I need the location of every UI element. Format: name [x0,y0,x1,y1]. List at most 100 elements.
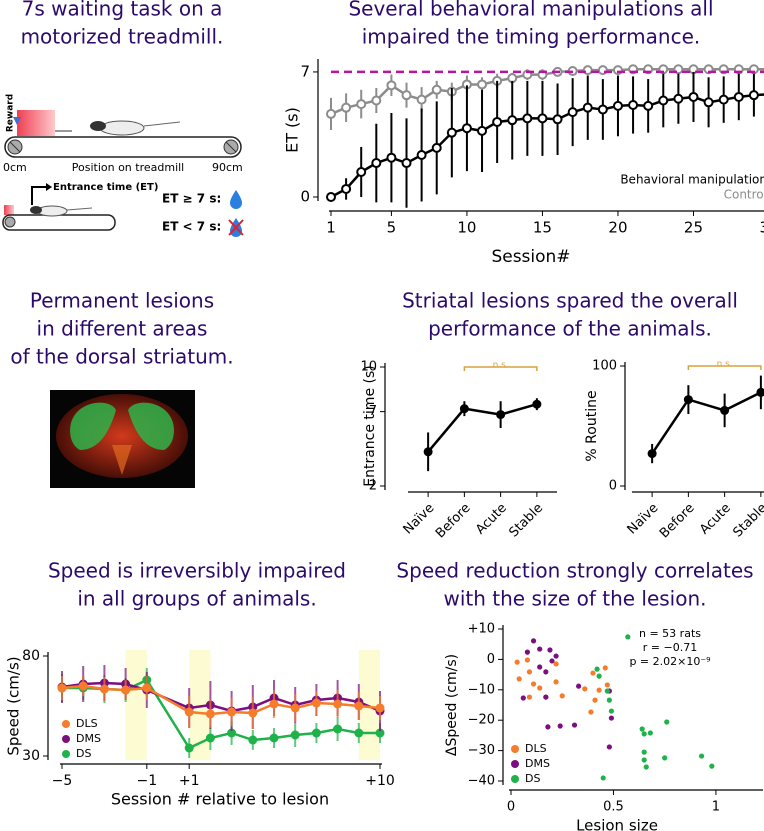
lesion-left [70,402,116,450]
scatter-point [549,658,555,664]
cross [228,219,244,236]
series-line [651,391,762,455]
data-point [341,102,352,113]
data-point [461,123,472,134]
data-point [582,102,593,113]
data-point [552,114,563,125]
scatter-point [553,661,559,667]
data-point [371,158,382,169]
scatter-point [571,722,578,728]
highlight-band [189,650,211,760]
panel-title: in different areas [37,317,208,341]
y-tick-label: 80 [22,648,40,664]
scatter-point [588,709,594,715]
data-point [375,703,385,713]
data-point [371,95,382,106]
scatter-point [559,693,565,699]
legend-label: Behavioral manipulation [620,173,764,187]
reward-label: Reward [6,94,16,132]
data-point [537,113,548,124]
data-point [401,90,412,101]
data-point [567,107,578,118]
y-tick-label: 30 [22,748,40,764]
reward-zone [4,205,14,215]
scatter-point [641,757,647,763]
y-tick-label: 0 [609,479,617,494]
panel-title: Speed reduction strongly correlates [396,559,753,583]
data-point [227,728,237,738]
legend-marker [511,775,519,783]
data-point [416,150,427,161]
panel-title: in all groups of animals. [77,587,316,611]
y-tick-label: 100 [592,359,617,374]
scatter-point [590,670,596,676]
scatter-point [537,685,543,691]
y-axis-label: % Routine [584,390,600,461]
data-point [57,683,67,693]
series-line [61,681,381,713]
data-point [99,684,109,694]
scatter-point [641,749,647,755]
x-tick-label: 0 [507,800,515,815]
x-tick-label: Before [657,501,698,542]
data-point [269,699,279,709]
data-point [205,709,215,719]
failure-label: ET < 7 s: [162,220,221,234]
legend-marker [62,735,70,743]
x-tick-label: 0.5 [603,800,624,815]
y-tick-label: 7 [369,404,377,419]
data-point [184,707,194,717]
legend-label: Control [724,188,764,202]
reward-zone [17,110,55,136]
scatter-point [545,724,551,730]
data-point [248,735,258,745]
end-label: 90cm [212,161,243,174]
x-tick-label: 20 [608,219,627,237]
data-point [459,404,469,414]
data-point [643,100,654,111]
legend-marker [62,720,70,728]
data-point [703,97,714,108]
scatter-point [596,687,602,693]
data-point [756,387,764,397]
scatter-point [530,681,537,687]
data-point [386,80,397,91]
data-point [78,681,88,691]
entrance-arrow [31,186,46,205]
data-point [333,699,343,709]
scatter-point [516,676,522,682]
y-tick-label: 0 [300,188,310,206]
panel-title: with the size of the lesion. [443,587,706,611]
x-tick-label: 10 [457,219,476,237]
y-axis-label: Speed (cm/s) [5,656,23,755]
y-tick-label: 2 [369,479,377,494]
series-line [427,402,538,453]
data-point [496,410,506,420]
data-point [333,724,343,734]
data-point [720,405,730,415]
x-tick-label: Before [433,501,474,542]
data-point [628,99,639,110]
scatter-point [557,723,563,729]
significance-bracket [463,366,538,371]
y-tick-label: −10 [468,682,495,697]
x-tick-label: 1 [712,800,720,815]
data-point [184,743,194,753]
water-drop [230,190,242,209]
panel-title: Speed is irreversibly impaired [48,559,346,583]
panel-title: 7s waiting task on a [22,0,223,21]
panel-title: performance of the animals. [428,317,712,341]
panel-title: of the dorsal striatum. [10,345,233,369]
x-tick-label: −5 [52,773,73,789]
y-tick-label: −30 [468,743,495,758]
data-point [688,91,699,102]
legend-label: DS [525,772,540,785]
x-axis-label: Session# [491,247,570,267]
x-tick-label: Acute [473,501,510,538]
x-tick-label: Stable [730,501,764,541]
annotation: p = 2.02×10⁻⁹ [629,655,710,668]
scatter-point [526,669,533,675]
data-point [431,84,442,95]
y-tick-label: −20 [468,713,495,728]
